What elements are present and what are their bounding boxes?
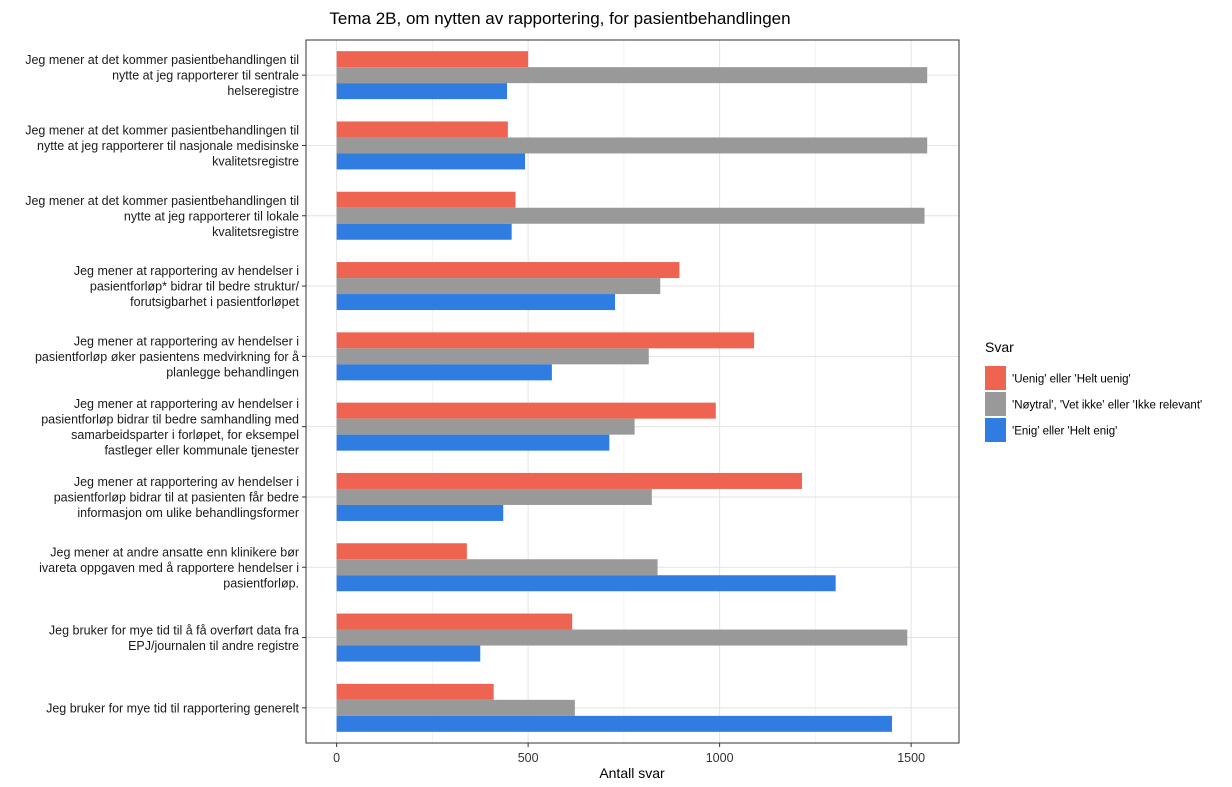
y-tick-label: Jeg mener at rapportering av hendelser i… <box>35 334 299 379</box>
legend-label: 'Nøytral', 'Vet ikke' eller 'Ikke releva… <box>1012 400 1202 412</box>
x-tick-label: 0 <box>333 751 340 765</box>
bar <box>336 575 836 592</box>
bar <box>336 488 652 505</box>
bar <box>336 83 508 100</box>
bar <box>336 278 661 295</box>
bar <box>336 559 658 576</box>
bar <box>336 51 529 68</box>
bar <box>336 67 928 84</box>
bar <box>336 207 925 224</box>
bar <box>336 294 616 311</box>
y-tick-label: Jeg bruker for mye tid til rapportering … <box>46 701 299 715</box>
bar <box>336 629 908 646</box>
bar <box>336 645 481 662</box>
y-tick-label: Jeg mener at det kommer pasientbehandlin… <box>25 53 299 98</box>
plot-panel-border <box>305 39 960 744</box>
bar <box>336 683 494 700</box>
x-tick-label: 1000 <box>706 751 734 765</box>
y-axis-labels: Jeg mener at det kommer pasientbehandlin… <box>25 53 306 715</box>
x-tick-label: 500 <box>518 751 539 765</box>
bar <box>336 504 504 521</box>
legend-title: Svar <box>985 339 1014 355</box>
bar <box>336 137 928 154</box>
bar <box>336 715 892 732</box>
legend: Svar 'Uenig' eller 'Helt uenig' 'Nøytral'… <box>985 339 1202 442</box>
bar <box>336 348 649 365</box>
legend-label: 'Enig' eller 'Helt enig' <box>1012 426 1117 438</box>
bar <box>336 364 552 381</box>
legend-label: 'Uenig' eller 'Helt uenig' <box>1012 374 1131 386</box>
bar <box>336 262 680 279</box>
bar <box>336 191 516 208</box>
chart-title: Tema 2B, om nytten av rapportering, for … <box>329 9 790 28</box>
y-tick-label: Jeg mener at rapportering av hendelser i… <box>41 397 299 458</box>
bar <box>336 121 508 138</box>
x-tick-label: 1500 <box>897 751 925 765</box>
legend-key <box>985 418 1006 442</box>
bar <box>336 223 512 240</box>
legend-key <box>985 366 1006 390</box>
legend-key <box>985 392 1006 416</box>
bar <box>336 472 802 489</box>
y-tick-label: Jeg mener at rapportering av hendelser i… <box>54 475 299 520</box>
bar <box>336 613 573 630</box>
bars <box>336 51 928 732</box>
bar <box>336 543 467 560</box>
y-tick-label: Jeg mener at andre ansatte enn klinikere… <box>39 545 299 590</box>
y-tick-label: Jeg mener at rapportering av hendelser i… <box>74 264 300 309</box>
y-tick-label: Jeg bruker for mye tid til å få overført… <box>49 623 299 653</box>
bar <box>336 332 755 349</box>
bar <box>336 699 575 716</box>
bar <box>336 402 716 419</box>
legend-items: 'Uenig' eller 'Helt uenig' 'Nøytral', 'Ve… <box>985 366 1202 442</box>
x-axis-label: Antall svar <box>599 765 665 781</box>
bar <box>336 434 610 451</box>
y-tick-label: Jeg mener at det kommer pasientbehandlin… <box>25 194 299 239</box>
x-axis-ticks: 0 500 1000 1500 <box>333 743 925 765</box>
bar <box>336 418 635 435</box>
y-tick-label: Jeg mener at det kommer pasientbehandlin… <box>25 123 299 168</box>
bar <box>336 153 526 170</box>
